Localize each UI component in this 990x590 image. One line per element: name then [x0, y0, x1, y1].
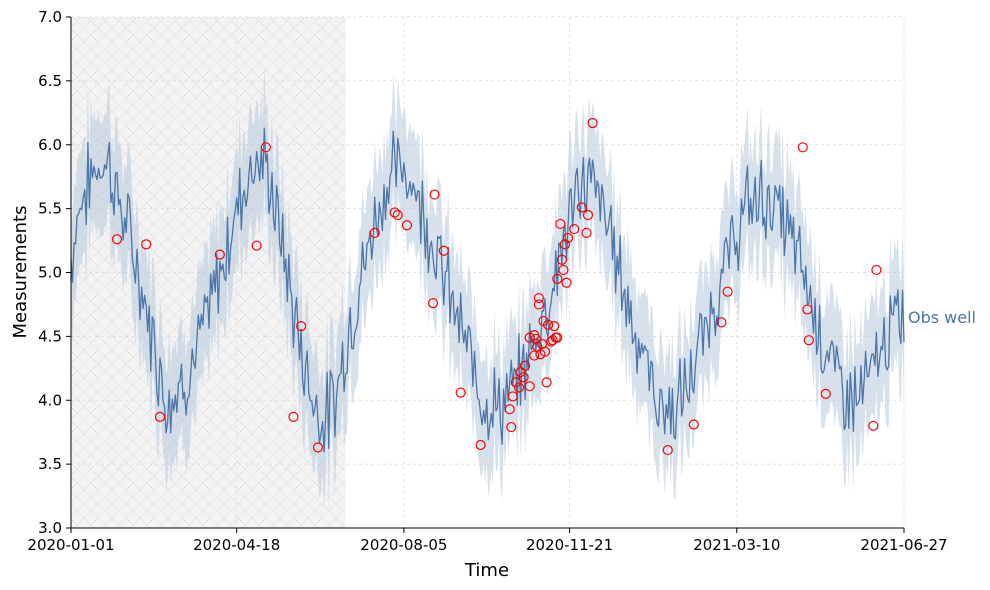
y-tick-label-5: 5.5 — [38, 200, 62, 218]
observation-point-20 — [507, 391, 518, 402]
observation-point-54 — [802, 304, 813, 315]
series-label-obs-well: Obs well — [908, 308, 976, 327]
confidence-band — [71, 66, 904, 511]
observation-point-55 — [803, 335, 814, 346]
observation-point-12 — [401, 220, 413, 231]
observation-point-59 — [524, 381, 535, 392]
observation-point-3 — [214, 249, 225, 260]
observation-point-25 — [519, 360, 531, 371]
axes — [66, 16, 905, 533]
observation-point-64 — [536, 338, 548, 350]
observation-point-60 — [529, 350, 540, 361]
y-tick-label-8: 7.0 — [38, 8, 62, 26]
observation-point-24 — [518, 372, 529, 383]
observation-point-17 — [475, 439, 486, 451]
observation-point-63 — [533, 299, 544, 310]
observation-point-52 — [722, 286, 733, 297]
observation-point-18 — [504, 404, 515, 415]
x-tick-label-3: 2020-11-21 — [526, 536, 613, 554]
x-tick-label-1: 2020-04-18 — [193, 536, 280, 554]
x-tick-label-0: 2020-01-01 — [27, 536, 114, 554]
observation-point-36 — [549, 321, 560, 332]
observation-point-65 — [552, 332, 563, 343]
observation-point-11 — [392, 209, 403, 221]
x-tick-labels: 2020-01-01 2020-04-18 2020-08-05 2020-11-21… — [27, 536, 947, 554]
observation-point-58 — [871, 264, 882, 276]
observation-point-66 — [581, 227, 592, 238]
y-tick-label-1: 3.5 — [38, 455, 62, 473]
y-tick-label-3: 4.5 — [38, 327, 62, 345]
y-tick-label-7: 6.5 — [38, 72, 62, 90]
observation-point-45 — [569, 223, 580, 235]
observation-point-0 — [111, 234, 123, 245]
observation-markers — [111, 117, 882, 456]
observation-point-43 — [561, 277, 572, 288]
observation-point-38 — [552, 273, 563, 284]
observation-point-40 — [556, 254, 568, 265]
observation-point-41 — [558, 264, 569, 276]
observation-point-46 — [576, 202, 587, 213]
observation-point-50 — [688, 419, 699, 430]
observation-point-21 — [510, 377, 521, 388]
series-line-obs-well — [70, 127, 905, 453]
observation-point-62 — [533, 292, 544, 304]
observation-point-57 — [868, 420, 879, 431]
y-tick-labels: 3.0 3.5 4.0 4.5 5.0 5.5 6.0 6.5 7.0 — [38, 8, 62, 537]
gridlines — [70, 16, 905, 529]
observation-point-48 — [587, 117, 598, 129]
y-tick-label-0: 3.0 — [38, 519, 62, 537]
observation-point-39 — [555, 218, 566, 230]
y-tick-label-2: 4.0 — [38, 391, 62, 409]
x-tick-label-4: 2021-03-10 — [693, 536, 780, 554]
observation-point-10 — [389, 207, 400, 218]
observation-point-15 — [438, 245, 449, 256]
observation-point-61 — [529, 329, 540, 341]
observation-point-42 — [559, 239, 571, 250]
y-tick-label-6: 6.0 — [38, 136, 62, 154]
observation-point-16 — [455, 387, 466, 398]
observation-point-7 — [296, 321, 307, 332]
observation-point-14 — [429, 189, 440, 200]
observation-point-4 — [251, 240, 262, 251]
observation-point-1 — [141, 239, 152, 250]
observation-point-56 — [820, 388, 831, 399]
observation-point-53 — [797, 142, 808, 153]
x-tick-label-5: 2021-06-27 — [860, 536, 947, 554]
observation-point-49 — [662, 444, 673, 456]
observation-point-33 — [542, 319, 554, 330]
observation-point-2 — [154, 411, 166, 422]
observation-point-6 — [288, 411, 299, 422]
observation-point-32 — [541, 377, 552, 388]
observation-point-19 — [506, 421, 517, 433]
y-axis-label: Measurements — [10, 206, 31, 339]
observation-point-44 — [562, 232, 574, 244]
observation-point-13 — [427, 298, 439, 309]
observation-point-51 — [716, 317, 727, 328]
observation-point-22 — [513, 382, 525, 393]
y-tick-label-4: 5.0 — [38, 264, 62, 282]
observation-point-5 — [260, 142, 271, 153]
observation-point-8 — [312, 442, 324, 453]
observation-point-9 — [369, 227, 380, 238]
observation-point-47 — [582, 209, 594, 221]
x-axis-label: Time — [464, 560, 509, 581]
x-tick-label-2: 2020-08-05 — [360, 536, 447, 554]
